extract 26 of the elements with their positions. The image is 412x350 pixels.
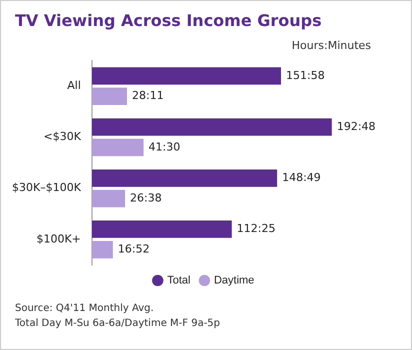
bar — [92, 118, 332, 136]
y-tick-label: <$30K — [43, 130, 82, 144]
bar — [92, 220, 232, 238]
bar — [92, 169, 278, 187]
bar — [92, 190, 126, 208]
y-tick-label: $100K+ — [36, 232, 81, 246]
data-label: 148:49 — [282, 170, 321, 184]
data-label: 28:11 — [132, 89, 164, 102]
chart-title: TV Viewing Across Income Groups — [15, 11, 322, 30]
source-note: Source: Q4'11 Monthly Avg. — [15, 302, 155, 316]
data-label: 41:30 — [148, 140, 180, 154]
data-label: 16:52 — [118, 242, 150, 256]
legend-label: Daytime — [214, 274, 254, 287]
legend-label: Total — [167, 274, 190, 287]
data-label: 192:48 — [336, 120, 376, 133]
bar — [92, 240, 113, 258]
bar — [92, 138, 144, 156]
bar — [92, 67, 282, 85]
y-tick-label: All — [67, 79, 81, 92]
text: Hours:Minutes — [292, 39, 371, 52]
text: Total Day M-Su 6a-6a/Daytime M-F 9a-5p — [15, 317, 220, 331]
data-label: 112:25 — [236, 222, 276, 236]
bar — [92, 88, 127, 106]
data-label: 151:58 — [286, 68, 325, 82]
data-label: 26:38 — [130, 191, 162, 204]
y-tick-label: $30K–$100K — [12, 181, 82, 194]
